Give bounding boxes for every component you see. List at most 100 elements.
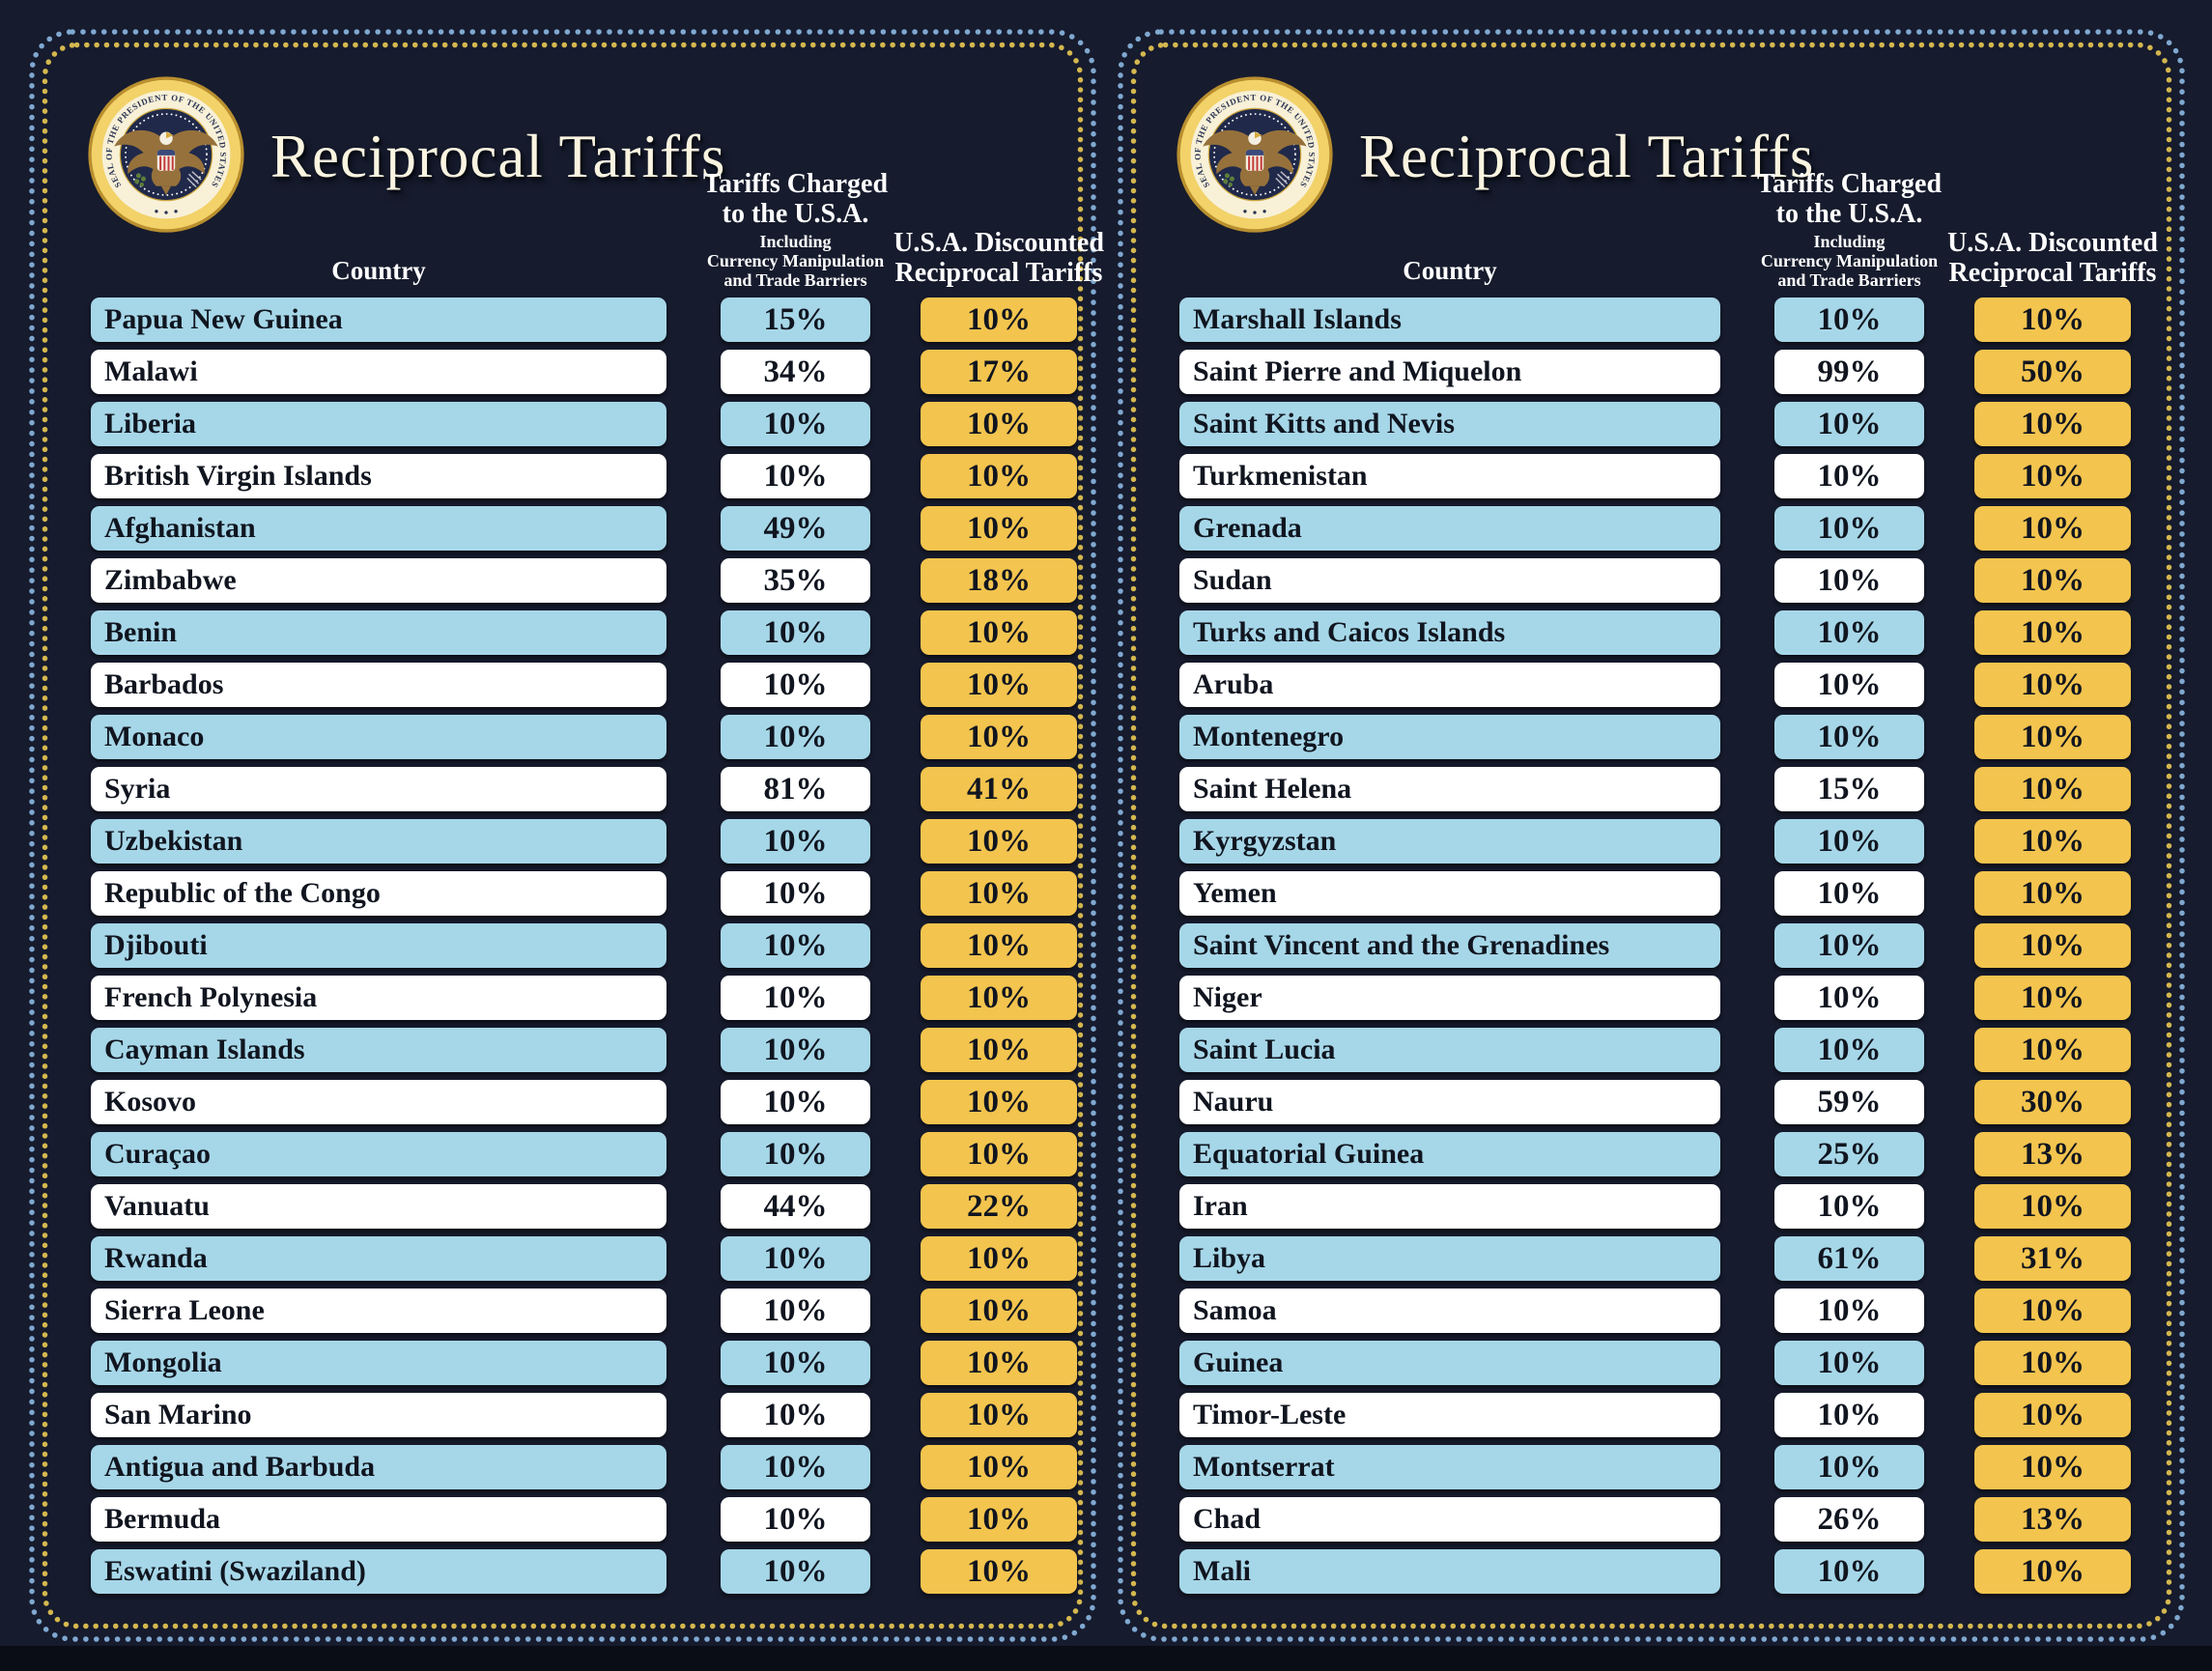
country-cell: Saint Kitts and Nevis [1179,402,1720,446]
country-cell: Iran [1179,1184,1720,1229]
discounted-cell: 30% [1974,1080,2131,1124]
charged-cell: 10% [1774,1549,1924,1594]
charged-cell: 10% [721,1341,870,1385]
charged-cell: 34% [721,350,870,394]
country-cell: Turks and Caicos Islands [1179,610,1720,655]
table-row: Syria 81% 41% [91,767,1077,811]
charged-cell: 10% [721,454,870,498]
charged-cell: 10% [721,402,870,446]
charged-cell: 10% [721,1080,870,1124]
country-cell: Montserrat [1179,1445,1720,1489]
panel-title: Reciprocal Tariffs [1359,123,1815,190]
discounted-cell: 50% [1974,350,2131,394]
table-row: Saint Lucia 10% 10% [1179,1028,2131,1072]
country-cell: Uzbekistan [91,819,666,864]
table-row: Papua New Guinea 15% 10% [91,297,1077,342]
tariff-panel-right: SEAL OF THE PRESIDENT OF THE UNITED STAT… [1118,29,2185,1642]
charged-cell: 10% [721,976,870,1020]
discounted-cell: 10% [921,871,1077,916]
charged-cell: 10% [721,610,870,655]
country-cell: Niger [1179,976,1720,1020]
country-cell: Yemen [1179,871,1720,916]
country-cell: Republic of the Congo [91,871,666,916]
country-cell: Curaçao [91,1132,666,1176]
table-row: Grenada 10% 10% [1179,506,2131,551]
table-row: Samoa 10% 10% [1179,1289,2131,1333]
discounted-cell: 10% [921,1080,1077,1124]
table-row: San Marino 10% 10% [91,1393,1077,1437]
table-row: Rwanda 10% 10% [91,1236,1077,1281]
discounted-cell: 10% [1974,558,2131,603]
charged-cell: 10% [1774,923,1924,968]
country-cell: Equatorial Guinea [1179,1132,1720,1176]
country-cell: Antigua and Barbuda [91,1445,666,1489]
table-row: British Virgin Islands 10% 10% [91,454,1077,498]
discounted-cell: 10% [1974,1028,2131,1072]
charged-cell: 10% [1774,454,1924,498]
country-cell: Saint Lucia [1179,1028,1720,1072]
discounted-cell: 10% [921,715,1077,759]
charged-cell: 10% [721,819,870,864]
discounted-cell: 13% [1974,1132,2131,1176]
bottom-strip [0,1646,2212,1671]
charged-column-header: Tariffs Charged to the U.S.A. Including … [1756,169,1943,290]
discounted-cell: 10% [1974,976,2131,1020]
table-row: Yemen 10% 10% [1179,871,2131,916]
discounted-cell: 41% [921,767,1077,811]
country-cell: Guinea [1179,1341,1720,1385]
table-row: Zimbabwe 35% 18% [91,558,1077,603]
table-row: Kosovo 10% 10% [91,1080,1077,1124]
country-cell: Liberia [91,402,666,446]
table-row: Malawi 34% 17% [91,350,1077,394]
table-row: Iran 10% 10% [1179,1184,2131,1229]
charged-cell: 10% [1774,715,1924,759]
discounted-cell: 10% [1974,1549,2131,1594]
charged-cell: 10% [721,1549,870,1594]
charged-cell: 10% [1774,1289,1924,1333]
discounted-column-header: U.S.A. Discounted Reciprocal Tariffs [893,228,1104,288]
table-row: Djibouti 10% 10% [91,923,1077,968]
discounted-cell: 10% [1974,767,2131,811]
table-row: Antigua and Barbuda 10% 10% [91,1445,1077,1489]
country-cell: Aruba [1179,663,1720,707]
charged-cell: 10% [721,1132,870,1176]
table-row: Mongolia 10% 10% [91,1341,1077,1385]
country-cell: Libya [1179,1236,1720,1281]
country-cell: Saint Vincent and the Grenadines [1179,923,1720,968]
country-cell: Syria [91,767,666,811]
discounted-cell: 10% [1974,402,2131,446]
country-cell: Rwanda [91,1236,666,1281]
charged-cell: 81% [721,767,870,811]
country-cell: Saint Pierre and Miquelon [1179,350,1720,394]
discounted-cell: 10% [1974,1184,2131,1229]
country-cell: Vanuatu [91,1184,666,1229]
discounted-cell: 10% [1974,923,2131,968]
discounted-cell: 10% [921,506,1077,551]
country-cell: Afghanistan [91,506,666,551]
country-cell: Samoa [1179,1289,1720,1333]
presidential-seal-icon: SEAL OF THE PRESIDENT OF THE UNITED STAT… [1174,73,1336,236]
country-cell: Djibouti [91,923,666,968]
discounted-cell: 10% [921,1445,1077,1489]
country-cell: Nauru [1179,1080,1720,1124]
charged-cell: 99% [1774,350,1924,394]
country-column-header: Country [1403,256,1497,285]
discounted-cell: 10% [921,1132,1077,1176]
discounted-cell: 10% [921,976,1077,1020]
table-row: Cayman Islands 10% 10% [91,1028,1077,1072]
table-row: Turks and Caicos Islands 10% 10% [1179,610,2131,655]
country-cell: Bermuda [91,1497,666,1542]
country-cell: Marshall Islands [1179,297,1720,342]
table-row: Kyrgyzstan 10% 10% [1179,819,2131,864]
charged-cell: 10% [1774,558,1924,603]
charged-cell: 10% [1774,402,1924,446]
discounted-cell: 10% [921,297,1077,342]
discounted-cell: 10% [921,923,1077,968]
charged-cell: 10% [721,1393,870,1437]
table-row: Montenegro 10% 10% [1179,715,2131,759]
charged-cell: 10% [1774,819,1924,864]
charged-cell: 10% [1774,506,1924,551]
discounted-cell: 10% [1974,1341,2131,1385]
discounted-cell: 10% [921,1393,1077,1437]
